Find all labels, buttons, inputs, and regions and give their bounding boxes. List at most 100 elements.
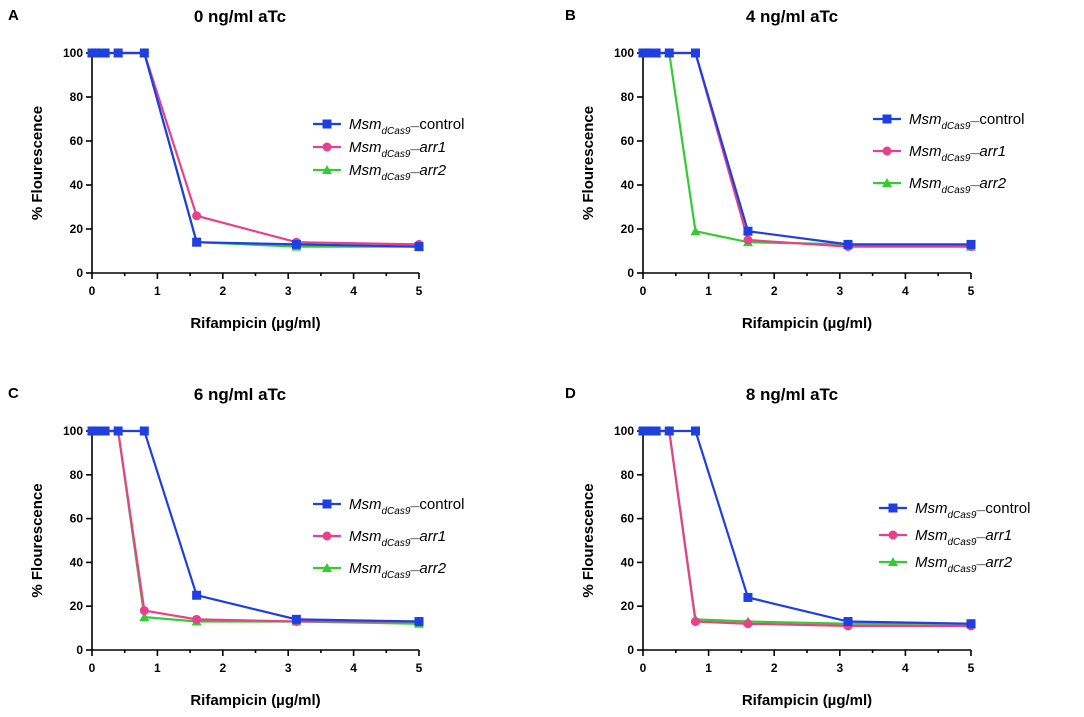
- legend-marker-arr2-b: [882, 178, 892, 187]
- data-point-arr1-d: [690, 617, 700, 627]
- data-point-arr1-d: [743, 619, 753, 629]
- data-point-control-d: [651, 426, 661, 436]
- legend-marker-arr1-d: [888, 530, 898, 540]
- legend-marker-arr1-a: [322, 142, 332, 152]
- y-tick-label-c: 0: [76, 643, 83, 657]
- y-tick-label-b: 20: [621, 222, 635, 236]
- legend-label-control-b: MsmdCas9—control: [909, 111, 1024, 132]
- chart-title-c: 6 ng/ml aTc: [194, 385, 286, 404]
- y-tick-label-a: 20: [70, 222, 84, 236]
- y-tick-label-d: 0: [627, 643, 634, 657]
- x-tick-label-a: 0: [89, 284, 96, 298]
- x-tick-label-c: 4: [350, 661, 357, 675]
- data-point-control-a: [192, 237, 202, 247]
- x-tick-label-b: 0: [640, 284, 647, 298]
- legend-label-arr2-b: MsmdCas9—arr2: [909, 175, 1007, 196]
- series-control-a: [87, 48, 424, 252]
- data-point-control-d: [743, 592, 753, 602]
- series-line-arr1-c: [92, 429, 419, 623]
- y-tick-label-d: 60: [621, 512, 635, 526]
- y-tick-label-a: 60: [70, 134, 84, 148]
- x-tick-label-d: 2: [771, 661, 778, 675]
- data-point-control-c: [113, 426, 123, 436]
- data-point-control-a: [100, 48, 110, 58]
- legend-marker-control-d: [888, 503, 898, 513]
- x-tick-label-c: 2: [219, 661, 226, 675]
- data-point-control-d: [645, 426, 655, 436]
- legend-item-arr2-d: MsmdCas9—arr2: [879, 554, 1013, 575]
- x-tick-label-b: 5: [968, 284, 975, 298]
- legend-label-arr1-b: MsmdCas9—arr1: [909, 143, 1006, 164]
- legend-label-control-c: MsmdCas9—control: [349, 496, 464, 517]
- data-point-arr2-b: [690, 226, 701, 236]
- panel-letter-d: D: [565, 385, 576, 402]
- legend-item-arr1-c: MsmdCas9—arr1: [313, 528, 446, 549]
- data-point-control-d: [664, 426, 674, 436]
- x-axis-label-a: Rifampicin (µg/ml): [190, 315, 320, 332]
- y-tick-label-d: 100: [614, 424, 634, 438]
- y-tick-label-d: 40: [621, 555, 635, 569]
- panel-letter-a: A: [8, 7, 19, 24]
- y-axis-label-c: % Flourescence: [29, 483, 46, 597]
- legend-label-control-a: MsmdCas9—control: [349, 116, 464, 137]
- data-point-control-a: [139, 48, 149, 58]
- panel-letter-c: C: [8, 385, 19, 402]
- legend-label-arr1-a: MsmdCas9—arr1: [349, 139, 446, 160]
- legend-item-arr2-c: MsmdCas9—arr2: [313, 560, 447, 581]
- data-point-control-b: [690, 48, 700, 58]
- y-tick-label-a: 100: [63, 46, 83, 60]
- data-point-arr1-b: [743, 235, 753, 245]
- y-axis-label-d: % Flourescence: [580, 483, 597, 597]
- data-point-control-c: [94, 426, 104, 436]
- data-point-control-c: [100, 426, 110, 436]
- legend-item-arr1-b: MsmdCas9—arr1: [873, 143, 1006, 164]
- x-axis-label-b: Rifampicin (µg/ml): [742, 315, 872, 332]
- x-tick-label-c: 1: [154, 661, 161, 675]
- data-point-arr1-c: [192, 614, 202, 624]
- legend-item-control-c: MsmdCas9—control: [313, 496, 464, 517]
- data-point-control-d: [690, 426, 700, 436]
- data-point-control-c: [414, 617, 424, 627]
- data-point-arr2-c: [139, 612, 150, 622]
- legend-marker-control-a: [322, 119, 332, 129]
- x-tick-label-c: 3: [285, 661, 292, 675]
- data-point-control-c: [139, 426, 149, 436]
- x-tick-label-b: 1: [705, 284, 712, 298]
- y-tick-label-b: 80: [621, 90, 635, 104]
- legend-marker-control-c: [322, 499, 332, 509]
- y-tick-label-d: 80: [621, 468, 635, 482]
- legend-marker-arr2-a: [322, 165, 332, 174]
- y-tick-label-a: 80: [70, 90, 84, 104]
- legend-item-control-b: MsmdCas9—control: [873, 111, 1024, 132]
- data-point-control-b: [664, 48, 674, 58]
- x-tick-label-a: 3: [285, 284, 292, 298]
- x-tick-label-a: 5: [416, 284, 423, 298]
- x-tick-label-c: 5: [416, 661, 423, 675]
- series-control-d: [638, 426, 976, 629]
- legend-marker-control-b: [882, 114, 892, 124]
- legend-item-control-d: MsmdCas9—control: [879, 500, 1030, 521]
- data-point-control-b: [651, 48, 661, 58]
- y-tick-label-c: 60: [70, 512, 84, 526]
- series-control-b: [638, 48, 976, 249]
- y-tick-label-b: 60: [621, 134, 635, 148]
- data-point-control-a: [414, 242, 424, 252]
- x-tick-label-d: 3: [836, 661, 843, 675]
- y-axis-label-a: % Flourescence: [29, 106, 46, 220]
- chart-title-a: 0 ng/ml aTc: [194, 7, 286, 26]
- x-tick-label-c: 0: [89, 661, 96, 675]
- legend-item-arr1-a: MsmdCas9—arr1: [313, 139, 446, 160]
- legend-marker-arr1-b: [882, 146, 892, 156]
- series-arr2-c: [87, 426, 424, 628]
- data-point-arr1-a: [192, 211, 202, 221]
- legend-label-arr1-c: MsmdCas9—arr1: [349, 528, 446, 549]
- y-tick-label-c: 80: [70, 468, 84, 482]
- y-tick-label-a: 40: [70, 178, 84, 192]
- series-arr1-c: [87, 426, 424, 627]
- data-point-control-b: [743, 226, 753, 236]
- x-axis-label-d: Rifampicin (µg/ml): [742, 692, 872, 709]
- panel-a: A 0 ng/ml aTc 0 1 2 3 4 5 0 20 40 60 80 100 Rifampicin…: [8, 7, 464, 332]
- data-point-control-c: [192, 590, 202, 600]
- chart-title-b: 4 ng/ml aTc: [746, 7, 838, 26]
